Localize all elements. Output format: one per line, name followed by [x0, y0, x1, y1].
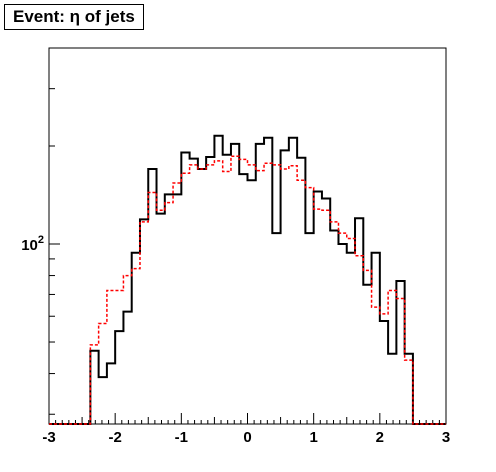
- x-tick-label: 2: [376, 429, 384, 446]
- chart-title: Event: η of jets: [4, 4, 144, 30]
- x-tick-label: 1: [309, 429, 317, 446]
- y-tick-label: 102: [21, 234, 44, 254]
- x-tick-label: -1: [175, 429, 188, 446]
- x-tick-label: 3: [442, 429, 450, 446]
- x-tick-label: -2: [108, 429, 121, 446]
- x-tick-label: 0: [243, 429, 251, 446]
- plot-frame: [48, 47, 447, 425]
- series-group: [49, 134, 446, 425]
- tick-labels: -3 -2 -1 0 1 2 3 102: [21, 234, 450, 446]
- series-line-solid: [49, 134, 446, 425]
- series-line-dashed: [49, 155, 446, 425]
- x-tick-label: -3: [42, 429, 55, 446]
- axis-ticks: [48, 47, 447, 424]
